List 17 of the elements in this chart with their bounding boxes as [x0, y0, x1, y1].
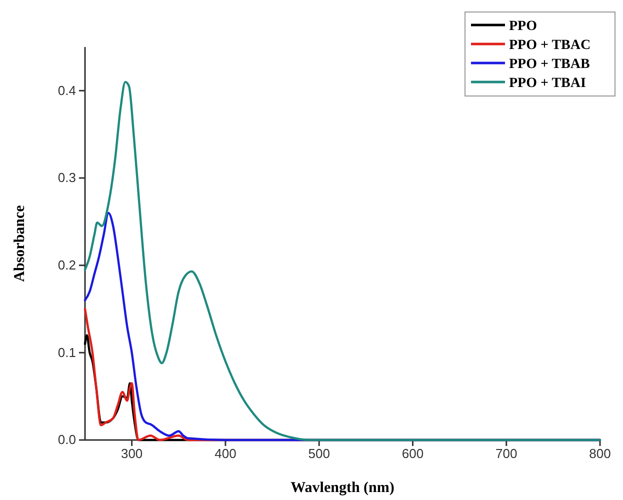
x-tick-label: 600 — [402, 446, 424, 462]
y-tick-label: 0.1 — [58, 344, 76, 360]
y-tick-label: 0.4 — [58, 82, 76, 98]
y-tick-label: 0.0 — [58, 432, 76, 448]
y-tick-label: 0.2 — [58, 257, 76, 272]
legend-label: PPO + TBAC — [509, 38, 591, 53]
x-tick-label: 400 — [214, 446, 236, 462]
y-axis-title: Absorbance — [12, 204, 28, 282]
x-tick-label: 700 — [496, 446, 518, 462]
legend-label: PPO — [509, 19, 538, 34]
x-axis-title: Wavlength (nm) — [290, 480, 394, 496]
y-tick-label: 0.3 — [58, 170, 76, 186]
legend-label: PPO + TBAI — [509, 76, 586, 91]
x-tick-label: 500 — [308, 446, 330, 462]
x-tick-label: 800 — [589, 446, 611, 462]
x-tick-label: 300 — [120, 446, 143, 462]
legend-label: PPO + TBAB — [509, 57, 590, 72]
